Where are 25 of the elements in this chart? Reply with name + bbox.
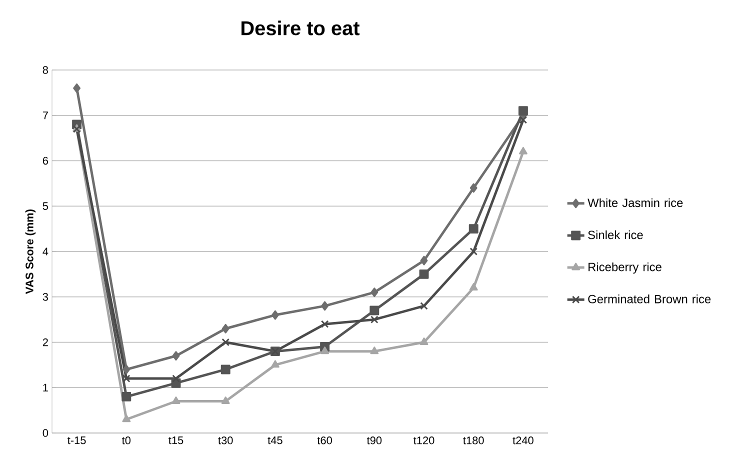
x-tick-label: t-15 [68, 436, 86, 444]
x-tick-label: t0 [122, 436, 131, 444]
x-tick-label: t30 [218, 436, 233, 444]
y-tick-label: 2 [42, 338, 48, 346]
y-tick-label: 7 [42, 112, 48, 120]
legend-label: Sinlek rice [588, 230, 643, 240]
chart-title: Desire to eat [242, 20, 360, 36]
y-tick-label: 0 [42, 429, 48, 437]
y-tick-label: 4 [42, 248, 48, 256]
legend-label: White Jasmin rice [588, 198, 683, 208]
x-tick-label: t120 [414, 436, 434, 444]
y-tick-label: 8 [42, 66, 48, 74]
y-tick-label: 3 [42, 293, 48, 301]
x-tick-label: t45 [268, 436, 282, 444]
x-tick-label: t90 [366, 436, 382, 444]
x-tick-label: t15 [168, 436, 184, 444]
legend-label: Germinated Brown rice [588, 294, 711, 304]
y-tick-label: 6 [42, 156, 48, 165]
y-tick-label: 5 [42, 202, 48, 210]
x-tick-label: t180 [463, 436, 484, 444]
legend-label: Riceberry rice [588, 262, 662, 274]
y-tick-label: 1 [43, 384, 48, 392]
x-tick-label: t60 [317, 436, 332, 444]
x-tick-label: t240 [512, 436, 534, 444]
y-axis-title: VAS Score (mm) [25, 210, 36, 294]
